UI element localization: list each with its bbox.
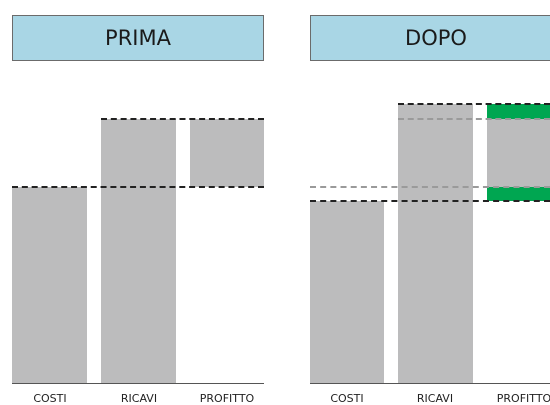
dashed-line-ricavi-level-dopo: [398, 103, 550, 105]
bar-costi-prima: [12, 187, 87, 383]
panel-header-prima: PRIMA: [12, 15, 264, 61]
label-profitto-dopo: PROFITTO: [496, 392, 550, 405]
dashed-line-costi-level-prima: [12, 186, 264, 188]
bar-profitto-prima: [190, 119, 264, 187]
panel-title-dopo: DOPO: [405, 26, 467, 50]
label-costi-prima: COSTI: [33, 392, 67, 405]
label-ricavi-prima: RICAVI: [120, 392, 158, 405]
dashed-line-previous-ricavi-level: [398, 118, 550, 120]
dashed-line-costi-level-dopo: [310, 200, 550, 202]
label-profitto-prima: PROFITTO: [199, 392, 255, 405]
panel-header-dopo: DOPO: [310, 15, 550, 61]
label-ricavi-dopo: RICAVI: [416, 392, 454, 405]
label-costi-dopo: COSTI: [330, 392, 364, 405]
bar-profitto-dopo: [487, 104, 550, 201]
dashed-line-ricavi-level-prima: [101, 118, 264, 120]
profit-increase-bottom-band: [487, 187, 550, 201]
panel-title-prima: PRIMA: [105, 26, 171, 50]
bar-ricavi-dopo: [398, 104, 473, 383]
profit-increase-top-band: [487, 104, 550, 119]
dashed-line-previous-costi-level: [310, 186, 550, 188]
bar-costi-dopo: [310, 201, 384, 383]
baseline-prima: [12, 383, 264, 384]
bar-ricavi-prima: [101, 119, 176, 383]
baseline-dopo: [310, 383, 550, 384]
